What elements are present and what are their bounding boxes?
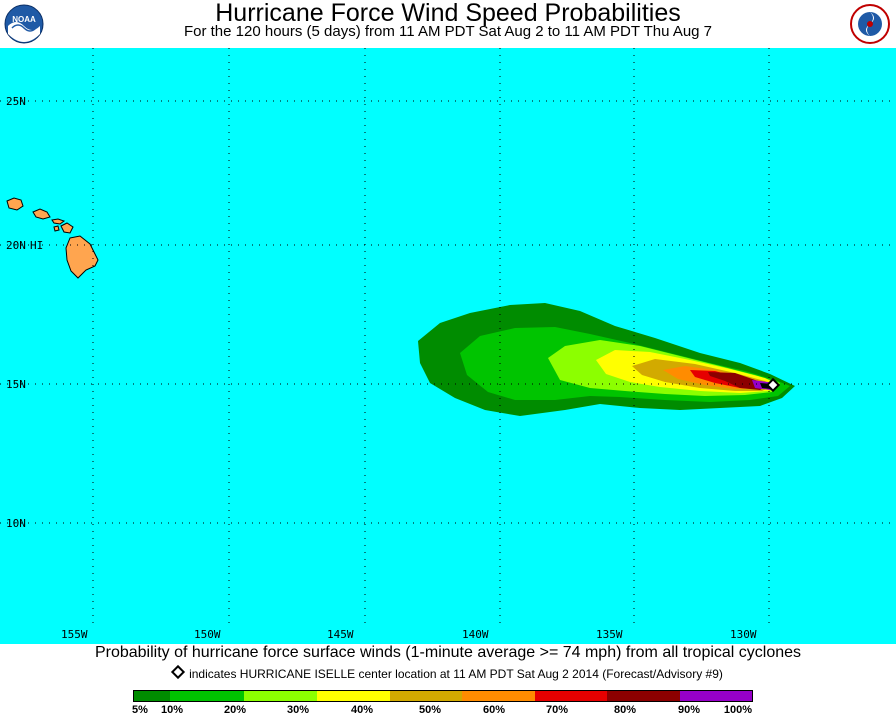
page-subtitle: For the 120 hours (5 days) from 11 AM PD… [183, 23, 713, 40]
legend-label: 20% [223, 704, 247, 716]
lon-label-130w: 130W [730, 628, 757, 641]
lanai-island [53, 225, 60, 232]
lon-label-155w: 155W [61, 628, 88, 641]
legend-swatch [244, 691, 318, 701]
lat-label-15n: 15N [6, 378, 26, 391]
marker-legend-text: indicates HURRICANE ISELLE center locati… [189, 667, 723, 681]
legend-label: 80% [613, 704, 637, 716]
lon-label-135w: 135W [596, 628, 623, 641]
legend-label: 10% [160, 704, 184, 716]
lon-label-140w: 140W [462, 628, 489, 641]
legend-swatch [462, 691, 536, 701]
legend-swatch [317, 691, 391, 701]
legend-label: 90% [677, 704, 701, 716]
lat-lon-grid [0, 48, 896, 626]
molokai-island [51, 218, 66, 225]
legend-label: 60% [482, 704, 506, 716]
hawaiian-islands [6, 197, 99, 279]
legend-swatch [535, 691, 608, 701]
svg-text:NOAA: NOAA [12, 15, 36, 24]
header: NOAA Hurricane Force Wind Speed Probabil… [0, 0, 896, 48]
legend-label: 30% [286, 704, 310, 716]
legend-label: 100% [723, 704, 753, 716]
legend-swatch [169, 691, 245, 701]
noaa-logo-icon: NOAA [4, 4, 44, 44]
probability-contours [418, 303, 795, 416]
storm-center-marker-icon [765, 377, 781, 393]
legend-swatch [680, 691, 752, 701]
kauai-island [6, 197, 24, 211]
legend-label: 5% [132, 704, 148, 716]
legend-label: 40% [350, 704, 374, 716]
hawaii-label: HI [30, 239, 43, 252]
lon-label-150w: 150W [194, 628, 221, 641]
contour-70-80 [708, 372, 768, 390]
national-weather-service-logo-icon [850, 4, 890, 44]
legend-label: 50% [418, 704, 442, 716]
legend-swatch [607, 691, 681, 701]
diamond-icon [171, 664, 186, 680]
footer: Probability of hurricane force surface w… [0, 644, 896, 716]
lat-label-10n: 10N [6, 517, 26, 530]
marker-legend: indicates HURRICANE ISELLE center locati… [0, 664, 896, 681]
color-legend-labels: 5% 10% 20% 30% 40% 50% 60% 70% 80% 90% 100% [0, 704, 896, 718]
probability-map: 25N 20N HI 15N 10N 155W 150W 145W 140W 1… [0, 48, 896, 644]
legend-swatch [390, 691, 463, 701]
map-caption: Probability of hurricane force surface w… [94, 644, 802, 661]
oahu-island [32, 208, 51, 220]
lon-label-145w: 145W [327, 628, 354, 641]
maui-island [60, 222, 74, 234]
color-legend-bar [133, 690, 753, 702]
lat-label-25n: 25N [6, 95, 26, 108]
legend-swatch [134, 691, 170, 701]
lat-label-20n: 20N [6, 239, 26, 252]
big-island [65, 235, 99, 279]
legend-label: 70% [545, 704, 569, 716]
page-title: Hurricane Force Wind Speed Probabilities [215, 0, 681, 27]
